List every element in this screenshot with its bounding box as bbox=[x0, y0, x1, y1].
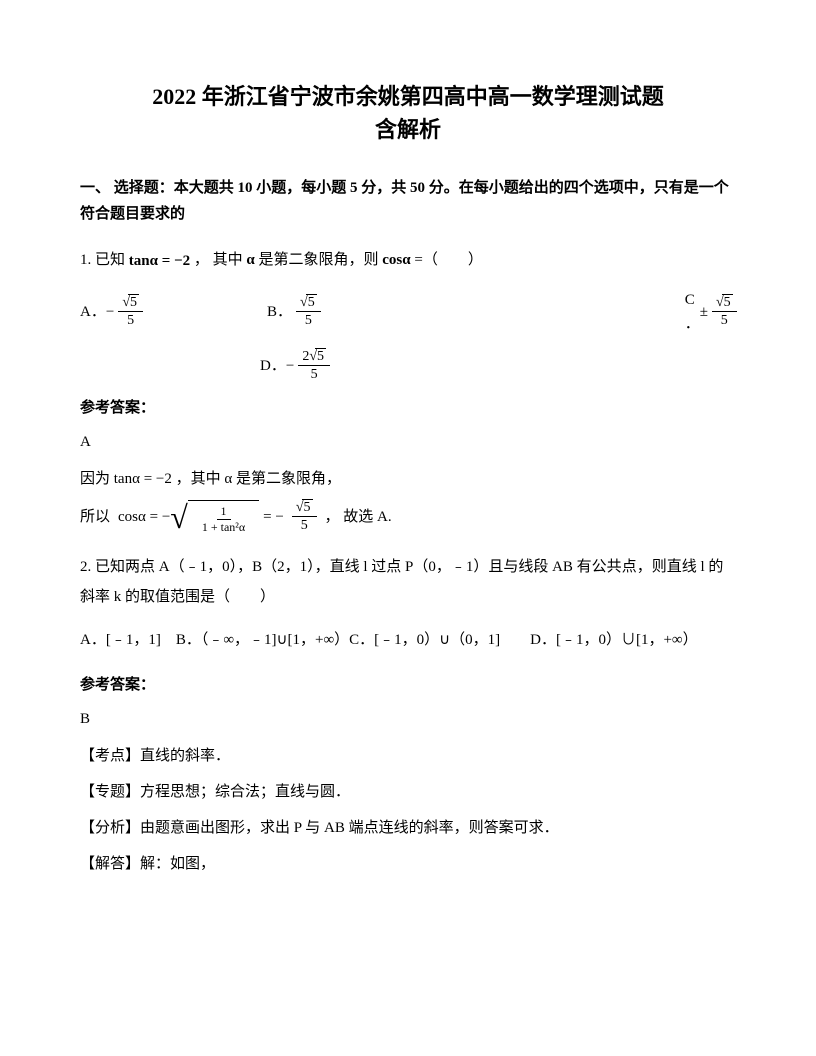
q1-exp2-frac-num: 1 bbox=[217, 505, 231, 520]
q1-optB-den: 5 bbox=[301, 312, 316, 328]
q1-optA-label: A． bbox=[80, 300, 106, 324]
q2-answer: B bbox=[80, 707, 736, 731]
q1-prefix: 1. 已知 bbox=[80, 252, 125, 268]
q1-options-row-2: D． − 25 5 bbox=[80, 346, 736, 386]
q1-optD-den: 5 bbox=[307, 366, 322, 382]
q1-optC-num: 5 bbox=[722, 294, 733, 310]
q2-exp-3: 【分析】由题意画出图形，求出 P 与 AB 端点连线的斜率，则答案可求． bbox=[80, 813, 736, 843]
q2-exp-2: 【专题】方程思想；综合法；直线与圆． bbox=[80, 777, 736, 807]
title-line-2: 含解析 bbox=[80, 113, 736, 146]
q1-exp1-suffix: 是第二象限角， bbox=[236, 471, 341, 487]
question-1: 1. 已知 tanα = −2 ， 其中 α 是第二象限角，则 cosα =（ … bbox=[80, 245, 736, 276]
q1-answer: A bbox=[80, 430, 736, 454]
q1-cosa: cosα bbox=[382, 252, 410, 268]
q2-exp-1: 【考点】直线的斜率． bbox=[80, 741, 736, 771]
q1-optD-label: D． bbox=[260, 354, 286, 378]
q1-exp2-result-num: 5 bbox=[302, 499, 313, 515]
section-1-header: 一、 选择题：本大题共 10 小题，每小题 5 分，共 50 分。在每小题给出的… bbox=[80, 176, 736, 227]
q2-answer-label: 参考答案： bbox=[80, 673, 736, 697]
q1-optD-sign: − bbox=[286, 354, 294, 378]
q1-option-d: D． − 25 5 bbox=[260, 349, 334, 383]
q1-optA-num: 5 bbox=[128, 294, 139, 310]
q1-exp2-cosa: cosα = − bbox=[118, 502, 170, 532]
q1-exp2-suffix: ， 故选 A. bbox=[325, 502, 392, 532]
q1-optA-den: 5 bbox=[123, 312, 138, 328]
q1-mid2: 是第二象限角，则 bbox=[258, 252, 378, 268]
q1-suffix: =（ ） bbox=[414, 252, 482, 268]
q1-exp-line-1: 因为 tanα = −2 ，其中 α 是第二象限角， bbox=[80, 464, 736, 494]
q1-optD-num: 5 bbox=[315, 348, 326, 364]
q1-optD-coef: 2 bbox=[302, 349, 309, 364]
q1-options-row-1: A． − 5 5 B． 5 5 C ． ± 5 5 bbox=[80, 288, 736, 336]
q1-exp-line-2: 所以 cosα = − √ 1 1 + tan²α = − 5 5 ， 故选 A… bbox=[80, 500, 736, 534]
question-2: 2. 已知两点 A（﹣1，0），B（2，1），直线 l 过点 P（0，﹣1）且与… bbox=[80, 552, 736, 612]
q1-condition: tanα = −2 bbox=[129, 246, 190, 276]
page-title: 2022 年浙江省宁波市余姚第四高中高一数学理测试题 含解析 bbox=[80, 80, 736, 146]
q1-exp2-prefix: 所以 bbox=[80, 502, 110, 532]
q1-alpha: α bbox=[246, 252, 254, 268]
q1-exp1-prefix: 因为 bbox=[80, 471, 110, 487]
q1-option-a: A． − 5 5 bbox=[80, 295, 147, 329]
q1-optA-sign: − bbox=[106, 300, 114, 324]
q1-exp1-alpha: α bbox=[224, 471, 232, 487]
q1-mid1: ， 其中 bbox=[194, 252, 243, 268]
q1-exp1-formula: tanα = −2 bbox=[114, 471, 172, 487]
q1-answer-label: 参考答案： bbox=[80, 396, 736, 420]
q2-exp-4: 【解答】解：如图， bbox=[80, 849, 736, 879]
q1-exp1-mid: ，其中 bbox=[176, 471, 221, 487]
q2-options: A．[﹣1，1] B．（﹣∞，﹣1]∪[1，+∞）C．[﹣1，0）∪（0，1] … bbox=[80, 624, 736, 657]
q1-optC-label: C ． bbox=[685, 288, 700, 336]
q1-option-c: C ． ± 5 5 bbox=[685, 288, 741, 336]
title-line-1: 2022 年浙江省宁波市余姚第四高中高一数学理测试题 bbox=[80, 80, 736, 113]
q1-exp2-eq: = − bbox=[263, 502, 284, 532]
q1-optC-den: 5 bbox=[717, 312, 732, 328]
q1-optB-label: B． bbox=[267, 300, 292, 324]
q1-exp2-result-den: 5 bbox=[297, 517, 312, 533]
q1-option-b: B． 5 5 bbox=[267, 295, 325, 329]
q1-exp2-frac-den: 1 + tan²α bbox=[198, 520, 249, 534]
q1-optB-num: 5 bbox=[306, 294, 317, 310]
q1-optC-sign: ± bbox=[700, 300, 708, 324]
